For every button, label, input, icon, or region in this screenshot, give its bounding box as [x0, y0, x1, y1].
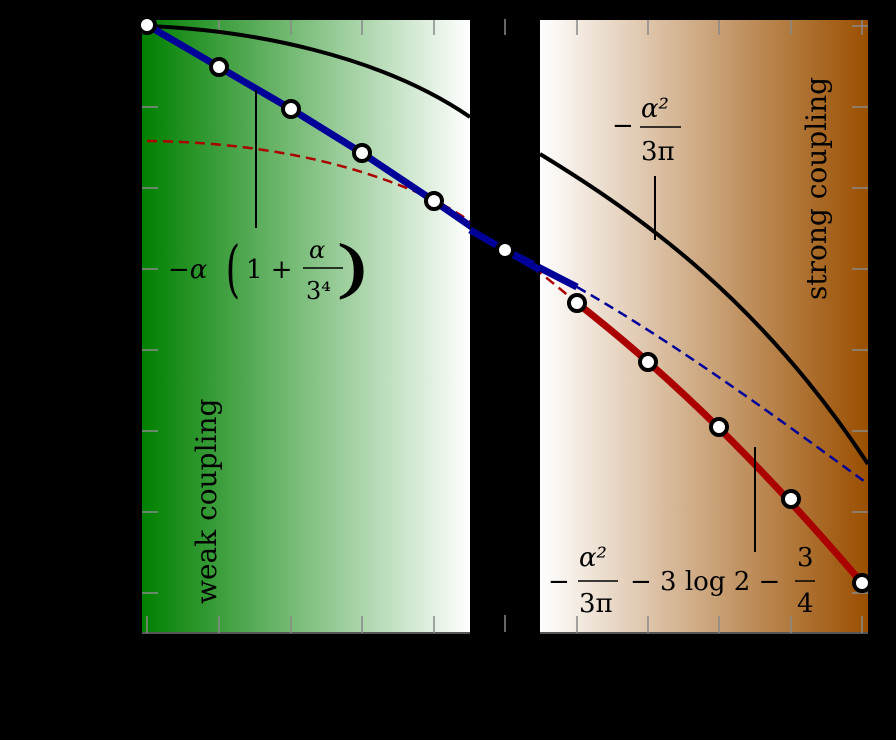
svg-text:3π: 3π	[641, 137, 675, 167]
gap-region-lower	[470, 262, 540, 633]
svg-text:4: 4	[797, 589, 814, 619]
svg-text:α²: α²	[579, 543, 607, 573]
red-formula: − α² 3π − 3 log 2 − 3 4	[548, 543, 815, 619]
series-alpha-squared-curve	[146, 24, 472, 119]
data-markers	[137, 15, 872, 593]
svg-text:3: 3	[797, 543, 814, 573]
blue-formula: −α ( 1 + α 3⁴ )	[168, 232, 371, 305]
svg-text:): )	[333, 232, 372, 305]
svg-text:−: −	[548, 567, 570, 597]
series-alpha-squared-curve-right	[538, 152, 870, 466]
svg-text:α²: α²	[641, 94, 669, 124]
svg-text:−: −	[612, 111, 634, 141]
y-ticks	[142, 25, 868, 594]
series-blue-extrapolated	[576, 285, 869, 486]
svg-text:− 3 log 2 −: − 3 log 2 −	[630, 567, 780, 597]
svg-text:3π: 3π	[579, 589, 613, 619]
gap-region	[470, 0, 540, 245]
svg-text:α: α	[309, 236, 325, 264]
strong-coupling-label: strong coupling	[800, 77, 833, 300]
svg-text:−α: −α	[168, 255, 208, 285]
weak-coupling-label: weak coupling	[190, 398, 223, 604]
svg-text:1 +: 1 +	[246, 255, 293, 285]
black-formula: − α² 3π	[612, 94, 681, 167]
series-red-solid	[574, 300, 865, 586]
svg-text:(: (	[226, 234, 241, 306]
svg-text:3⁴: 3⁴	[306, 277, 331, 305]
